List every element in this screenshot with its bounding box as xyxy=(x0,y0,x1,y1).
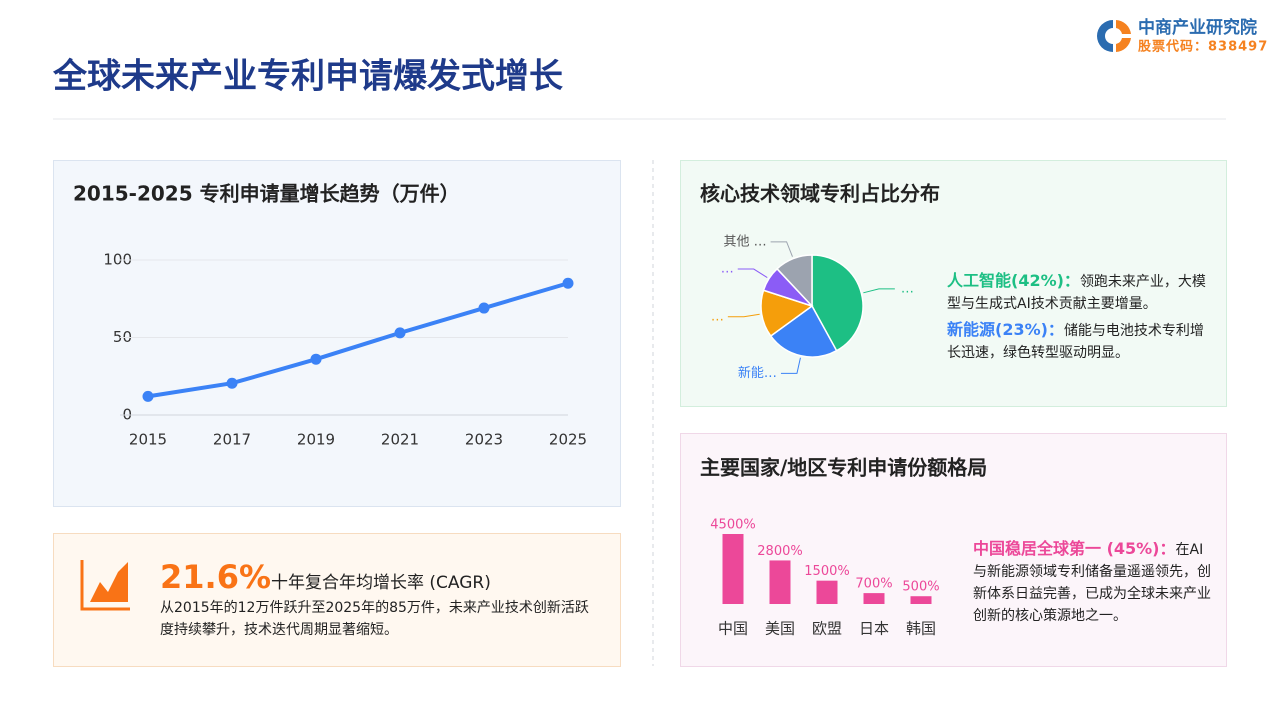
x-tick-label: 日本 xyxy=(859,620,889,638)
point xyxy=(562,277,574,289)
note-title: 人工智能(42%)： xyxy=(947,271,1080,290)
value-label: 700% xyxy=(855,577,892,592)
note-title: 中国稳居全球第一 (45%)： xyxy=(973,539,1176,558)
bar xyxy=(863,593,885,604)
pie-slice xyxy=(811,254,864,352)
leader-line xyxy=(780,357,801,374)
logo-code: 股票代码：838497 xyxy=(1138,39,1268,55)
x-tick-label: 美国 xyxy=(765,620,795,638)
note-title: 新能源(23%)： xyxy=(947,320,1064,339)
x-tick-label: 韩国 xyxy=(906,620,936,638)
logo-name: 中商产业研究院 xyxy=(1138,17,1257,38)
bar xyxy=(816,580,838,604)
panel xyxy=(53,160,621,507)
leader-line xyxy=(737,268,768,279)
value-label: 500% xyxy=(902,580,939,595)
cagr-icon xyxy=(80,560,130,611)
point xyxy=(394,327,406,339)
bar-note: 中国稳居全球第一 (45%)：在AI与新能源领域专利储备量遥遥领先，创新体系日益… xyxy=(973,538,1213,627)
cagr-value: 21.6% xyxy=(160,558,272,596)
x-tick-label: 2015 xyxy=(129,431,167,449)
pie-slice xyxy=(769,304,838,358)
note: 人工智能(42%)：领跑未来产业，大模型与生成式AI技术贡献主要增量。 xyxy=(947,270,1215,315)
page-title: 全球未来产业专利申请爆发式增长 xyxy=(52,57,563,97)
leader-line xyxy=(770,241,793,257)
panel-title: 主要国家/地区专利申请份额格局 xyxy=(700,456,987,480)
panel xyxy=(680,433,1227,667)
point xyxy=(142,390,154,402)
x-tick-label: 中国 xyxy=(718,620,748,638)
pie-slice xyxy=(760,289,814,338)
note: 新能源(23%)：储能与电池技术专利增长迅速，绿色转型驱动明显。 xyxy=(947,319,1215,364)
value-label: 2800% xyxy=(757,544,802,559)
cagr-label: 十年复合年均增长率 (CAGR) xyxy=(271,573,491,593)
point xyxy=(478,302,490,314)
point xyxy=(226,377,238,389)
pie-label: 其他 … xyxy=(723,234,766,249)
cagr-head: 21.6%十年复合年均增长率 (CAGR) xyxy=(160,558,491,596)
x-tick-label: 2019 xyxy=(297,431,335,449)
bar xyxy=(722,534,744,604)
y-tick-label: 100 xyxy=(103,251,132,269)
value-label: 4500% xyxy=(710,518,755,533)
bar xyxy=(910,596,932,604)
line xyxy=(147,281,569,399)
pie-notes: 人工智能(42%)：领跑未来产业，大模型与生成式AI技术贡献主要增量。 新能源(… xyxy=(947,270,1215,364)
panel-title: 2015-2025 专利申请量增长趋势（万件） xyxy=(73,182,460,206)
pie-label: … xyxy=(721,262,734,277)
leader-line xyxy=(727,313,760,318)
point xyxy=(310,353,322,365)
x-tick-label: 欧盟 xyxy=(812,620,842,638)
x-tick-label: 2025 xyxy=(549,431,587,449)
logo-icon xyxy=(1097,20,1131,52)
bar xyxy=(769,560,791,604)
pie-label: 新能… xyxy=(738,365,777,381)
value-label: 1500% xyxy=(804,564,849,579)
leader-line xyxy=(863,288,895,294)
x-tick-label: 2023 xyxy=(465,431,503,449)
cagr-text: 从2015年的12万件跃升至2025年的85万件，未来产业技术创新活跃度持续攀升… xyxy=(160,600,589,638)
pie-slice xyxy=(776,254,813,308)
pie-label: … xyxy=(901,281,914,296)
panel-title: 核心技术领域专利占比分布 xyxy=(700,182,940,206)
pie-label: … xyxy=(711,309,724,324)
note-text: 储能与电池技术专利增长迅速，绿色转型驱动明显。 xyxy=(947,323,1204,361)
note-text: 在AI与新能源领域专利储备量遥遥领先，创新体系日益完善，已成为全球未来产业创新的… xyxy=(973,542,1211,624)
note-text: 领跑未来产业，大模型与生成式AI技术贡献主要增量。 xyxy=(947,274,1206,312)
x-tick-label: 2021 xyxy=(381,431,419,449)
panel xyxy=(53,533,621,667)
x-tick-label: 2017 xyxy=(213,431,251,449)
